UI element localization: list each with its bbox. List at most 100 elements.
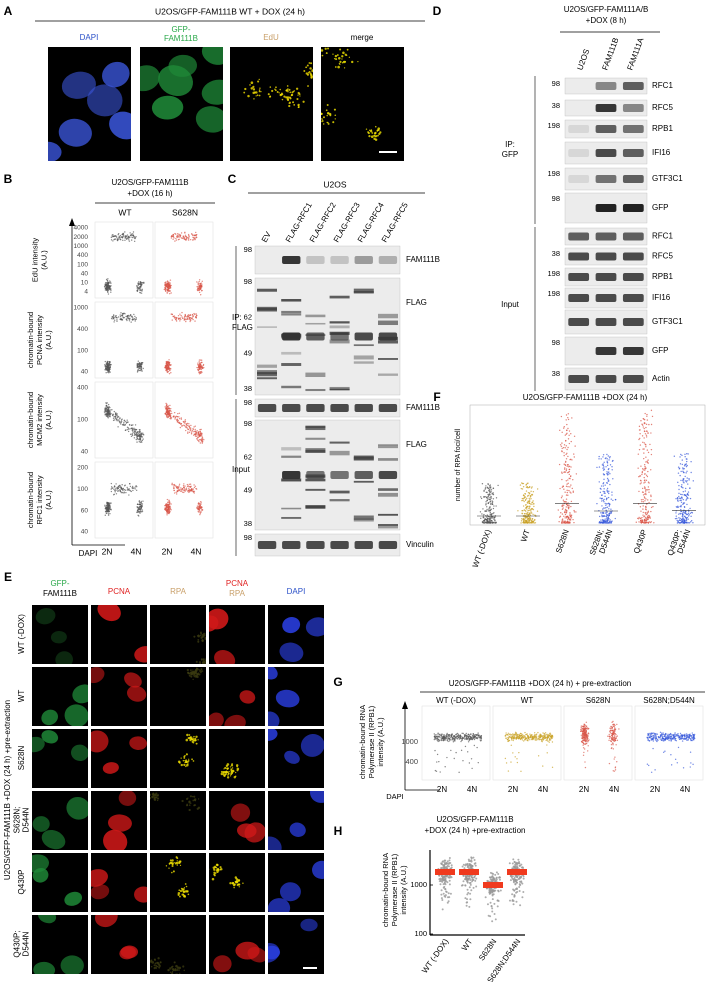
focus (179, 761, 181, 763)
cell-point (533, 506, 534, 507)
band (281, 352, 301, 355)
cell-point (683, 512, 684, 513)
cell-point (527, 518, 528, 519)
cell-point (196, 436, 197, 437)
cell-point (686, 504, 687, 505)
cell-point (690, 513, 691, 514)
focus (307, 74, 309, 76)
cell-point (646, 522, 647, 523)
cell-point (187, 423, 188, 424)
cell-point (569, 513, 570, 514)
cell-point (476, 737, 477, 738)
cell-point (165, 504, 166, 505)
cell-point (570, 466, 571, 467)
cell-point (682, 504, 683, 505)
cell-point (571, 517, 572, 518)
focus (335, 55, 337, 57)
focus (302, 101, 304, 103)
cell-point (492, 504, 493, 505)
cell-point (603, 485, 604, 486)
band (305, 334, 325, 336)
cell-point (680, 513, 681, 514)
cell-point (168, 416, 169, 417)
cell-point (120, 423, 121, 424)
cell-point (106, 502, 107, 503)
y-axis-label: (A.U.) (39, 250, 48, 270)
focus (314, 58, 316, 60)
mw-marker: 38 (552, 369, 560, 378)
band (568, 175, 589, 183)
focus (190, 669, 192, 671)
y-axis-label: intensity (A.U.) (376, 717, 385, 767)
cell-point (165, 291, 166, 292)
focus (225, 771, 227, 773)
band (281, 478, 301, 481)
plot-frame (95, 462, 153, 538)
focus (332, 121, 334, 123)
focus (172, 971, 173, 972)
group-label: S628N (172, 207, 198, 217)
focus (279, 92, 280, 93)
cell-point (568, 507, 569, 508)
cell-point (175, 417, 176, 418)
cell-point (564, 426, 565, 427)
cell-point (199, 507, 200, 508)
focus (325, 48, 327, 50)
focus (317, 44, 320, 47)
tick-label: 10 (81, 280, 89, 287)
cell-point (142, 438, 143, 439)
focus (223, 771, 224, 772)
cell-point (531, 503, 532, 504)
focus (188, 759, 189, 760)
cell-point (651, 449, 652, 450)
cell-point (527, 522, 528, 523)
focus (335, 66, 337, 68)
focus (337, 66, 340, 69)
cell-point (135, 317, 136, 318)
band (568, 233, 589, 241)
focus (374, 132, 376, 134)
panel-letter: E (4, 570, 12, 584)
band (354, 481, 374, 483)
cell-point (108, 515, 109, 516)
cell-point (569, 478, 570, 479)
cell-point (645, 513, 646, 514)
band (355, 333, 373, 341)
cell-point (201, 510, 202, 511)
panel-title: U2OS/GFP-FAM111B (111, 178, 188, 187)
blot-label: GTF3C1 (652, 317, 683, 326)
cell-point (199, 431, 200, 432)
cell-point (109, 407, 110, 408)
cell-point (134, 316, 135, 317)
band (257, 365, 277, 368)
focus (176, 857, 178, 859)
cell-point (199, 366, 200, 367)
cell-point (596, 467, 597, 468)
cell-point (680, 494, 681, 495)
band (306, 404, 324, 412)
cell-point (177, 491, 178, 492)
cell-point (129, 424, 130, 425)
cell-point (606, 489, 607, 490)
focus (181, 893, 183, 895)
cell-point (676, 520, 677, 521)
cell-point (168, 365, 169, 366)
cell-point (602, 463, 603, 464)
cell-point (448, 737, 449, 738)
focus (316, 111, 317, 112)
cell-point (493, 494, 494, 495)
cell-point (608, 497, 609, 498)
cell-point (181, 312, 182, 313)
focus (188, 894, 190, 896)
cell-point (564, 464, 565, 465)
channel-label: EdU (263, 33, 279, 42)
cell-point (574, 436, 575, 437)
focus (221, 773, 223, 775)
cell-point (447, 739, 448, 740)
cell-point (566, 414, 567, 415)
group-label: WT (118, 207, 131, 217)
lane-label: FAM111B (600, 36, 620, 71)
cell-point (471, 768, 472, 769)
cell-point (606, 511, 607, 512)
cell-point (485, 485, 486, 486)
